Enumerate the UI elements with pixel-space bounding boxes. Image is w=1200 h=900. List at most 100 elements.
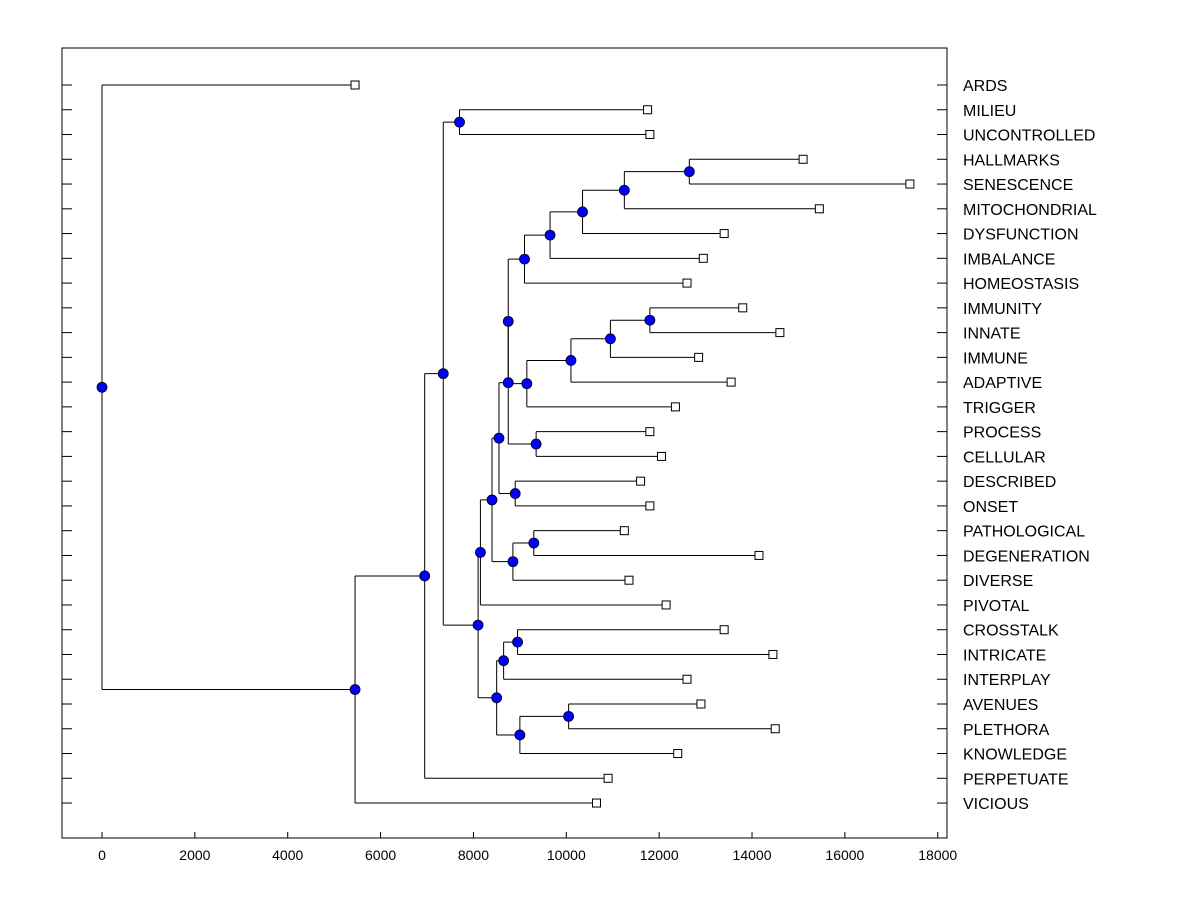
leaf-marker — [905, 179, 915, 189]
leaf-markers — [350, 80, 915, 808]
leaf-label: INTRICATE — [963, 647, 1046, 664]
leaf-marker — [770, 724, 780, 734]
leaf-label: CROSSTALK — [963, 623, 1059, 640]
leaf-label: IMMUNITY — [963, 301, 1042, 318]
leaf-label: PROCESS — [963, 425, 1041, 442]
merge-node — [491, 692, 503, 704]
leaf-label: HALLMARKS — [963, 152, 1060, 169]
merge-node — [530, 438, 542, 450]
leaf-marker — [624, 575, 634, 585]
leaf-label: PIVOTAL — [963, 598, 1029, 615]
leaf-marker — [656, 451, 666, 461]
leaf-label: IMMUNE — [963, 350, 1028, 367]
merge-node — [507, 556, 519, 568]
leaf-marker — [619, 526, 629, 536]
leaf-marker — [694, 352, 704, 362]
leaf-label: SENESCENCE — [963, 177, 1073, 194]
merge-node — [519, 253, 530, 265]
x-tick-label: 12000 — [640, 847, 679, 863]
leaf-marker — [645, 501, 655, 511]
leaf-label: HOMEOSTASIS — [963, 276, 1079, 293]
leaf-marker — [682, 674, 692, 684]
merge-node — [472, 619, 484, 631]
leaf-label: KNOWLEDGE — [963, 747, 1067, 764]
merge-node — [521, 378, 533, 390]
merge-node — [96, 381, 108, 393]
leaf-label: PERPETUATE — [963, 771, 1069, 788]
leaf-label: PLETHORA — [963, 722, 1050, 739]
x-axis: 0 2000 4000 6000 8000 10000 12000 14000 16000 180… — [98, 832, 957, 863]
dendrogram-links — [101, 84, 910, 804]
leaf-tick-marks — [62, 84, 947, 804]
x-tick-label: 6000 — [365, 847, 396, 863]
leaf-label: DIVERSE — [963, 573, 1033, 590]
leaf-label: ADAPTIVE — [963, 375, 1042, 392]
leaf-label: PATHOLOGICAL — [963, 524, 1085, 541]
merge-node — [437, 368, 449, 380]
leaf-label: AVENUES — [963, 697, 1038, 714]
leaf-marker — [673, 749, 683, 759]
merge-node — [528, 537, 540, 549]
leaf-marker — [603, 773, 613, 783]
x-tick-label: 14000 — [733, 847, 772, 863]
x-tick-label: 4000 — [272, 847, 303, 863]
merge-node — [498, 655, 510, 667]
leaf-marker — [591, 798, 601, 808]
x-tick-label: 0 — [98, 847, 106, 863]
leaf-label: UNCONTROLLED — [963, 128, 1095, 145]
leaf-marker — [645, 427, 655, 437]
leaf-label: INTERPLAY — [963, 672, 1051, 689]
merge-node — [683, 166, 695, 178]
x-tick-label: 16000 — [825, 847, 864, 863]
leaf-label: TRIGGER — [963, 400, 1036, 417]
leaf-marker — [798, 154, 808, 164]
merge-node — [475, 547, 486, 558]
leaf-marker — [670, 402, 680, 412]
merge-node — [502, 315, 514, 327]
merge-node — [502, 377, 514, 389]
merge-node — [493, 432, 505, 444]
leaf-label: MILIEU — [963, 103, 1016, 120]
merge-node — [565, 355, 577, 366]
x-tick-label: 8000 — [458, 847, 489, 863]
leaf-labels: ARDS MILIEU UNCONTROLLED HALLMARKS SENESCENC… — [963, 78, 1097, 813]
merge-node — [419, 570, 431, 582]
leaf-marker — [775, 328, 785, 338]
merge-nodes — [96, 116, 695, 741]
merge-node — [644, 314, 656, 326]
merge-node — [486, 494, 498, 506]
leaf-marker — [754, 550, 764, 560]
leaf-label: ARDS — [963, 78, 1007, 95]
plot-frame — [61, 47, 948, 839]
x-tick-label: 2000 — [179, 847, 210, 863]
leaf-marker — [661, 600, 671, 610]
leaf-label: IMBALANCE — [963, 251, 1055, 268]
merge-node — [514, 729, 526, 741]
merge-node — [577, 206, 588, 218]
leaf-label: ONSET — [963, 499, 1018, 516]
leaf-label: DEGENERATION — [963, 548, 1090, 565]
leaf-label: MITOCHONDRIAL — [963, 202, 1097, 219]
merge-node — [605, 333, 616, 345]
leaf-marker — [768, 649, 778, 659]
leaf-marker — [726, 377, 736, 387]
merge-node — [563, 710, 575, 722]
leaf-marker — [814, 204, 824, 214]
leaf-marker — [698, 253, 708, 263]
leaf-marker — [350, 80, 360, 90]
leaf-marker — [645, 130, 655, 140]
leaf-marker — [643, 105, 653, 115]
merge-node — [349, 684, 361, 695]
leaf-marker — [738, 303, 748, 313]
leaf-marker — [719, 229, 729, 239]
merge-node — [618, 184, 630, 196]
leaf-marker — [719, 625, 729, 635]
merge-node — [544, 229, 556, 241]
leaf-marker — [636, 476, 646, 486]
merge-node — [512, 636, 523, 648]
leaf-label: DESCRIBED — [963, 474, 1056, 491]
x-tick-label: 10000 — [547, 847, 586, 863]
leaf-label: CELLULAR — [963, 449, 1046, 466]
leaf-label: DYSFUNCTION — [963, 227, 1079, 244]
